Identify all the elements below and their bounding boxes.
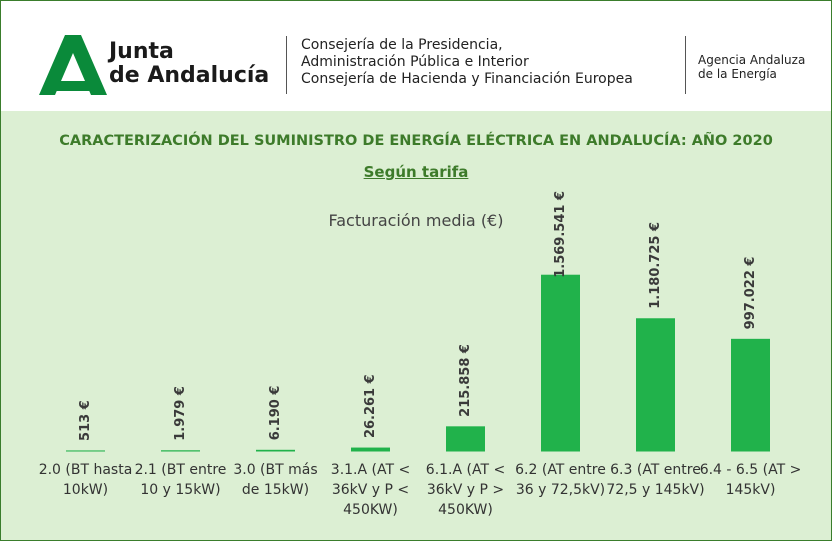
- logo-shape: [39, 35, 107, 95]
- logo-text: Junta: [109, 39, 174, 64]
- x-tick-label: 3.1.A (AT < 36kV y P < 450KW): [330, 462, 411, 518]
- divider: [286, 36, 287, 94]
- agency: de la Energía: [698, 67, 777, 81]
- series-title: Facturación media (€): [328, 211, 504, 230]
- bar: [446, 426, 485, 452]
- department: Administración Pública e Interior: [301, 54, 529, 70]
- logo-text: de Andalucía: [109, 63, 270, 88]
- bar: [256, 449, 295, 452]
- chart-title: CARACTERIZACIÓN DEL SUMINISTRO DE ENERGÍ…: [59, 133, 773, 149]
- chart-subtitle: Según tarifa: [363, 163, 469, 181]
- agency: Agencia Andaluza: [698, 53, 806, 67]
- bar: [731, 338, 770, 452]
- department: Consejería de la Presidencia,: [301, 37, 503, 53]
- data-label: 215.858 €: [458, 344, 473, 417]
- data-label: 26.261 €: [363, 374, 378, 438]
- x-tick-label: 6.1.A (AT < 36kV y P > 450KW): [425, 462, 506, 518]
- bar: [636, 318, 675, 452]
- x-tick-label: 2.1 (BT entre 10 y 15kW): [134, 462, 227, 498]
- logo-bar: [53, 81, 93, 91]
- bar: [541, 274, 580, 452]
- data-label: 513 €: [78, 400, 93, 441]
- data-label: 997.022 €: [743, 257, 758, 330]
- data-label: 1.180.725 €: [648, 222, 663, 309]
- x-tick-label: 2.0 (BT hasta 10kW): [38, 462, 133, 498]
- department: Consejería de Hacienda y Financiación Eu…: [301, 71, 633, 87]
- bar: [351, 447, 390, 452]
- x-tick-label: 6.4 - 6.5 (AT > 145kV): [699, 462, 802, 498]
- data-label: 1.569.541 €: [553, 191, 568, 278]
- divider: [685, 36, 686, 94]
- x-tick-label: 6.3 (AT entre 72,5 y 145kV): [606, 462, 705, 498]
- data-label: 1.979 €: [173, 386, 188, 441]
- data-label: 6.190 €: [268, 386, 283, 441]
- x-tick-label: 6.2 (AT entre 36 y 72,5kV): [515, 462, 606, 498]
- header: Junta de Andalucía Consejería de la Pres…: [1, 1, 831, 111]
- logo-icon: [39, 35, 107, 95]
- x-tick-label: 3.0 (BT más de 15kW): [233, 462, 318, 498]
